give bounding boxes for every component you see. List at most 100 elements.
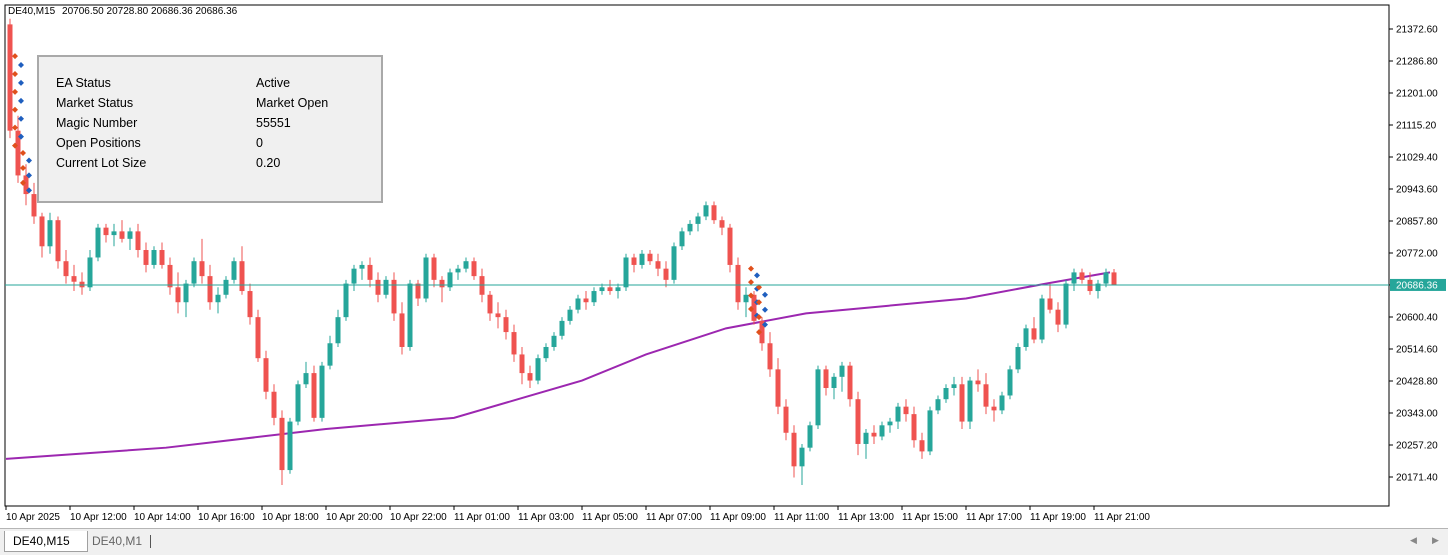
candle: [535, 354, 541, 385]
price-tick-label: 21029.40: [1396, 153, 1438, 164]
candle-body: [119, 231, 125, 239]
candle: [511, 324, 517, 362]
candle: [415, 279, 421, 306]
time-tick-label: 11 Apr 09:00: [710, 512, 766, 523]
time-tick-label: 11 Apr 13:00: [838, 512, 894, 523]
trade-marker: [756, 314, 762, 321]
candle: [1095, 279, 1101, 299]
ohlc-values: 20706.50 20728.80 20686.36 20686.36: [62, 6, 238, 17]
time-tick-label: 10 Apr 12:00: [70, 512, 127, 523]
candle: [31, 182, 37, 224]
candle: [559, 317, 565, 340]
moving-average-line: [5, 271, 1111, 460]
candle-body: [215, 294, 221, 303]
candle-body: [663, 268, 669, 280]
candle: [39, 212, 45, 258]
candle-body: [1095, 283, 1101, 292]
candle-body: [831, 376, 837, 389]
candle: [1015, 343, 1021, 374]
candle: [471, 257, 477, 280]
candle-body: [247, 291, 253, 318]
time-tick-label: 10 Apr 20:00: [326, 512, 383, 523]
candle-body: [975, 380, 981, 385]
candle: [871, 425, 877, 444]
trade-marker: [26, 172, 32, 179]
candle: [119, 220, 125, 243]
candle-body: [1111, 272, 1117, 286]
candle-body: [1087, 279, 1093, 292]
tab-de40-m1[interactable]: DE40,M1: [92, 534, 143, 548]
candle: [823, 365, 829, 396]
candle-body: [135, 231, 141, 251]
candle-body: [551, 335, 557, 347]
candle-body: [799, 447, 805, 467]
trade-marker: [12, 88, 18, 95]
panel-value: Active: [256, 76, 291, 90]
candle-body: [815, 369, 821, 426]
candle: [895, 402, 901, 430]
scroll-right-icon[interactable]: ▶: [1432, 535, 1439, 545]
price-tick-label: 21286.80: [1396, 57, 1438, 68]
candle-body: [151, 250, 157, 265]
candle-body: [359, 264, 365, 269]
candle: [831, 373, 837, 400]
candle: [95, 223, 101, 262]
candle-body: [951, 384, 957, 389]
candle-body: [207, 276, 213, 303]
candle-body: [327, 343, 333, 366]
candle-body: [527, 373, 533, 381]
time-tick-label: 10 Apr 22:00: [390, 512, 447, 523]
candle: [247, 283, 253, 325]
candle: [159, 242, 165, 269]
panel-label: Current Lot Size: [56, 156, 147, 170]
candle: [1047, 283, 1053, 314]
time-tick-label: 11 Apr 03:00: [518, 512, 574, 523]
price-tick-label: 20600.40: [1396, 313, 1438, 324]
candle-body: [71, 276, 77, 282]
candle: [599, 283, 605, 295]
symbol-header: DE40,M15 20706.50 20728.80 20686.36 2068…: [8, 6, 241, 17]
candle: [495, 302, 501, 329]
candle: [1007, 365, 1013, 400]
candle-body: [1047, 298, 1053, 310]
candle-body: [415, 283, 421, 299]
candle: [543, 343, 549, 362]
panel-label: Magic Number: [56, 116, 138, 130]
scroll-left-icon[interactable]: ◀: [1410, 535, 1417, 545]
candle: [399, 302, 405, 355]
tab-de40-m15[interactable]: DE40,M15: [4, 531, 88, 552]
candle: [719, 216, 725, 236]
price-tick-label: 21201.00: [1396, 89, 1438, 100]
candle-body: [647, 253, 653, 262]
candle-body: [255, 317, 261, 359]
candle-body: [223, 279, 229, 295]
trade-marker: [12, 53, 18, 60]
price-tick-label: 20772.00: [1396, 249, 1438, 260]
time-tick-label: 11 Apr 17:00: [966, 512, 1022, 523]
candle: [351, 264, 357, 292]
time-tick-label: 10 Apr 14:00: [134, 512, 191, 523]
candle: [623, 253, 629, 292]
candle: [175, 272, 181, 314]
candle-body: [535, 358, 541, 381]
candle: [423, 253, 429, 303]
candle-body: [335, 317, 341, 344]
candle-body: [1015, 346, 1021, 370]
candle: [151, 246, 157, 269]
candle: [431, 253, 437, 288]
trade-marker: [12, 142, 18, 149]
candle: [407, 279, 413, 351]
candle: [567, 305, 573, 325]
trade-marker: [26, 187, 32, 194]
candle-body: [783, 406, 789, 433]
candle: [479, 268, 485, 303]
candle: [343, 279, 349, 321]
candle-body: [615, 287, 621, 292]
candle-body: [87, 257, 93, 288]
trade-marker: [12, 70, 18, 77]
candle-body: [911, 414, 917, 441]
candle: [983, 373, 989, 415]
candle-body: [431, 257, 437, 280]
candle-body: [1103, 272, 1109, 284]
candle: [703, 201, 709, 221]
